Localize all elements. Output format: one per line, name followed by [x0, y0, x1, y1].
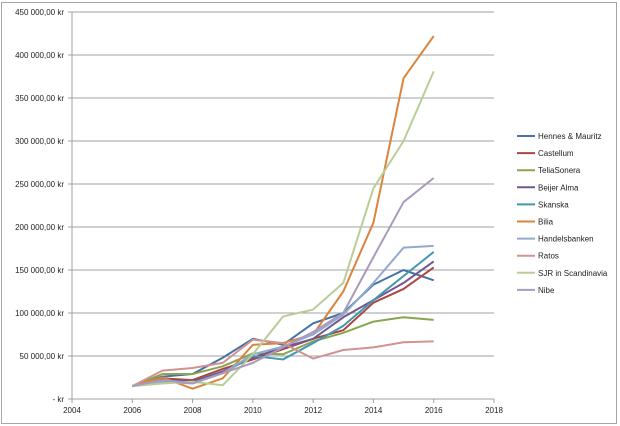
legend-label: Ratos — [538, 252, 559, 261]
x-tick-label: 2006 — [123, 406, 141, 415]
x-tick-label: 2014 — [365, 406, 383, 415]
series-line-bilia — [132, 35, 435, 390]
series-line-ratos — [131, 338, 434, 387]
series-line-castellum — [132, 266, 435, 388]
y-tick-label: 100 000,00 kr — [15, 309, 64, 318]
x-tick-label: 2012 — [304, 406, 322, 415]
x-tick-label: 2008 — [184, 406, 202, 415]
y-tick-label: 150 000,00 kr — [15, 266, 64, 275]
legend-label: Skanska — [538, 200, 569, 209]
x-tick-label: 2010 — [244, 406, 262, 415]
y-tick-label: 300 000,00 kr — [15, 137, 64, 146]
y-tick-label: 400 000,00 kr — [15, 51, 64, 60]
y-tick-label: 250 000,00 kr — [15, 180, 64, 189]
series-line-nibe — [132, 177, 435, 388]
legend-label: Hennes & Mauritz — [538, 132, 602, 141]
y-tick-label: - kr — [52, 395, 64, 404]
y-axis-ticks: - kr 50 000,00 kr 100 000,00 kr 150 000,00 … — [15, 8, 64, 404]
y-tick-label: 50 000,00 kr — [20, 352, 65, 361]
legend-label: Castellum — [538, 149, 574, 158]
x-axis-ticks: 2004 2006 2008 2010 2012 2014 2016 2018 — [63, 399, 503, 415]
series-lines — [131, 35, 435, 390]
x-tick-label: 2018 — [485, 406, 503, 415]
series-line-beijer-alma — [132, 260, 435, 388]
legend-label: TeliaSonera — [538, 166, 581, 175]
legend-label: Nibe — [538, 286, 555, 295]
legend-label: Bilia — [538, 218, 554, 227]
legend-label: SJR in Scandinavia — [538, 269, 608, 278]
x-tick-label: 2016 — [425, 406, 443, 415]
y-tick-label: 450 000,00 kr — [15, 8, 64, 17]
legend-label: Handelsbanken — [538, 235, 594, 244]
legend-label: Beijer Alma — [538, 183, 579, 192]
legend: Hennes & Mauritz Castellum TeliaSonera Beij… — [517, 132, 608, 295]
x-tick-label: 2004 — [63, 406, 81, 415]
y-tick-label: 200 000,00 kr — [15, 223, 64, 232]
series-line-teliasonera — [131, 316, 434, 388]
y-tick-label: 350 000,00 kr — [15, 94, 64, 103]
